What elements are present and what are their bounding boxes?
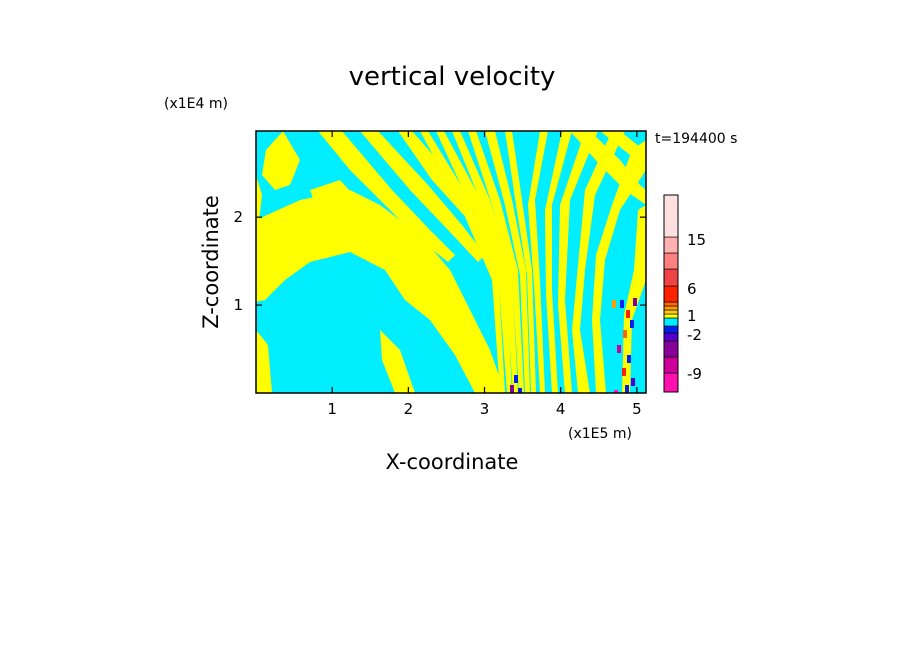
colorbar-frame <box>663 194 679 393</box>
y-unit-label: (x1E4 m) <box>164 96 228 112</box>
colorbar-level <box>663 268 679 287</box>
positive-velocity-region <box>528 131 548 393</box>
velocity-speckle <box>620 300 624 308</box>
plot-frame <box>255 130 647 394</box>
positive-velocity-region <box>262 131 300 190</box>
colorbar-level <box>663 317 679 327</box>
colorbar-level <box>663 325 679 334</box>
x-tick-label: 1 <box>327 400 337 418</box>
positive-velocity-region <box>468 131 524 393</box>
positive-velocity-region <box>558 131 598 393</box>
velocity-speckle <box>612 300 616 308</box>
strong-velocity-speckles <box>510 298 637 393</box>
velocity-speckle <box>514 375 518 383</box>
colorbar-level <box>663 309 679 315</box>
positive-velocity-region <box>420 131 505 393</box>
velocity-speckle <box>626 310 630 318</box>
positive-velocity-region <box>570 131 646 205</box>
x-tick-label: 3 <box>480 400 490 418</box>
colorbar-level <box>663 372 679 393</box>
time-label: t=194400 s <box>655 131 737 147</box>
velocity-speckle <box>617 345 621 353</box>
x-axis-label: X-coordinate <box>386 450 519 474</box>
positive-velocity-region <box>310 180 358 215</box>
colorbar-level <box>663 285 679 303</box>
chart-title: vertical velocity <box>349 62 556 92</box>
colorbar-level <box>663 194 679 238</box>
colorbar-level <box>663 252 679 270</box>
y-tick-label: 2 <box>233 208 243 226</box>
colorbar-level <box>663 356 679 374</box>
positive-velocity-region <box>600 131 646 165</box>
positive-velocity-region <box>485 131 530 393</box>
colorbar-level <box>663 236 679 254</box>
y-tick-label: 1 <box>233 296 243 314</box>
positive-velocity-regions <box>256 131 646 393</box>
positive-velocity-region <box>592 140 646 393</box>
velocity-speckle <box>510 385 514 393</box>
positive-velocity-region <box>256 190 505 393</box>
positive-velocity-region <box>256 330 272 393</box>
colorbar-level <box>663 301 679 307</box>
y-axis-label: Z-coordinate <box>199 195 223 329</box>
positive-velocity-region <box>572 131 625 393</box>
colorbar-tick-label: 6 <box>687 280 697 298</box>
velocity-speckle <box>631 378 635 386</box>
colorbar-tick-label: -9 <box>687 365 702 383</box>
velocity-speckle <box>622 368 626 376</box>
y-axis-ticks: 12 <box>233 208 646 314</box>
x-tick-label: 5 <box>632 400 642 418</box>
positive-velocity-region <box>452 131 518 393</box>
positive-velocity-region <box>318 131 455 262</box>
velocity-speckle <box>627 355 631 363</box>
velocity-speckle <box>614 390 618 393</box>
velocity-speckle <box>623 330 627 338</box>
colorbar-level <box>663 305 679 311</box>
x-tick-label: 4 <box>556 400 566 418</box>
x-tick-label: 2 <box>404 400 414 418</box>
positive-velocity-region <box>505 131 536 393</box>
x-unit-label: (x1E5 m) <box>568 426 632 442</box>
colorbar-level <box>663 340 679 358</box>
colorbar-tick-label: 1 <box>687 307 697 325</box>
colorbar-level <box>663 332 679 342</box>
velocity-speckle <box>625 385 629 393</box>
positive-velocity-region <box>360 131 485 262</box>
colorbar-tick-label: -2 <box>687 326 702 344</box>
x-axis-ticks: 1 2 3 4 5 <box>327 131 642 418</box>
colorbar-level <box>663 313 679 319</box>
velocity-speckle <box>630 320 634 328</box>
positive-velocity-region <box>545 131 572 393</box>
colorbar-tick-label: 15 <box>687 231 706 249</box>
velocity-speckle <box>633 298 637 306</box>
positive-velocity-region <box>436 131 512 393</box>
velocity-speckle <box>518 388 522 393</box>
colorbar: -9 -21 6 15 <box>663 194 706 393</box>
positive-velocity-region <box>380 330 415 393</box>
